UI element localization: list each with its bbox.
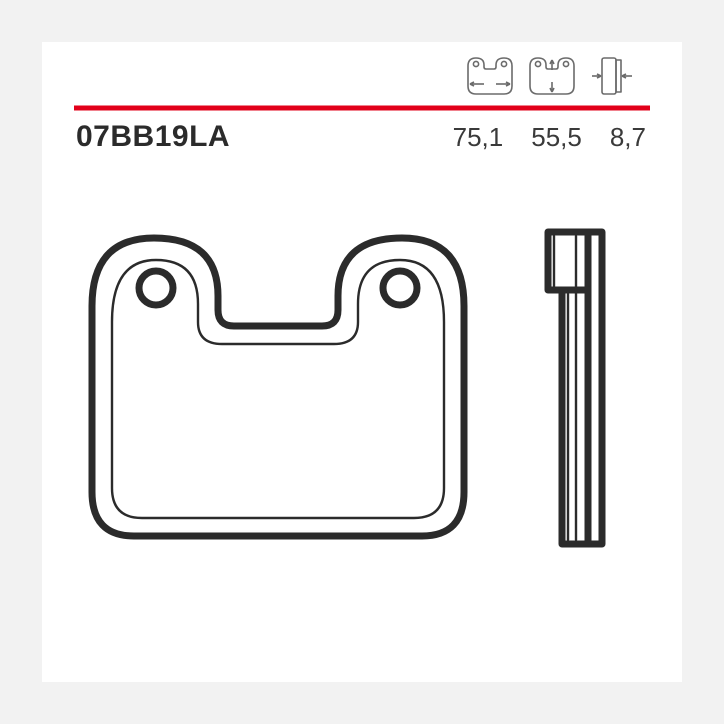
part-code: 07BB19LA [76,120,230,154]
dim-height: 55,5 [531,122,582,153]
icon-pad-side-thickness [586,54,642,98]
front-view [92,238,464,536]
technical-drawing [42,192,682,672]
side-view [548,232,602,544]
dim-thickness: 8,7 [610,122,646,153]
dimension-values: 75,1 55,5 8,7 [453,122,646,153]
dimension-row: 07BB19LA 75,1 55,5 8,7 [42,116,682,160]
icon-pad-front-height [524,54,580,98]
icon-pad-front-width [462,54,518,98]
dim-width: 75,1 [453,122,504,153]
diagram-canvas: 07BB19LA 75,1 55,5 8,7 [42,42,682,682]
header-dimension-icons [462,54,642,98]
